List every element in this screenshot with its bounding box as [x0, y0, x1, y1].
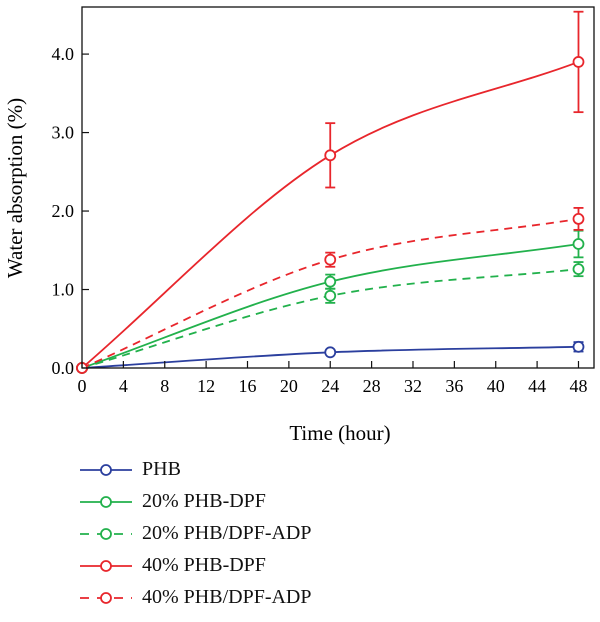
x-tick-label: 0: [78, 376, 87, 396]
y-tick-label: 4.0: [52, 44, 75, 64]
legend-swatch: [80, 464, 132, 476]
y-axis-label: Water absorption (%): [3, 98, 27, 278]
legend-marker: [100, 560, 112, 572]
legend-marker: [100, 464, 112, 476]
water-absorption-chart: 0 4 8 12 16 20 24 28 32 36 40 44 480.01.02.03.04.0 T…: [3, 6, 595, 445]
legend-item: PHB: [72, 456, 432, 488]
legend-swatch: [80, 496, 132, 508]
data-point: [572, 56, 585, 68]
data-point: [324, 275, 337, 288]
legend-swatch: [80, 592, 132, 604]
legend-marker: [100, 496, 112, 508]
data-point: [324, 346, 337, 359]
data-point: [324, 253, 337, 266]
series-3: [76, 10, 585, 374]
legend-marker: [100, 528, 112, 540]
legend-label: PHB: [142, 458, 181, 480]
x-tick-label: 32: [404, 376, 422, 396]
legend: PHB 20% PHB-DPF 20% PHB/DPF-ADP 40% PHB-DPF…: [72, 456, 432, 616]
data-point: [324, 289, 337, 302]
data-point: [572, 238, 585, 250]
plot-frame: [81, 6, 595, 369]
y-tick-label: 1.0: [52, 280, 75, 300]
legend-swatch: [80, 560, 132, 572]
data-point: [572, 340, 585, 353]
y-tick-label: 3.0: [52, 123, 75, 143]
legend-label: 20% PHB-DPF: [142, 490, 266, 512]
legend-item: 20% PHB-DPF: [72, 488, 432, 520]
legend-item: 40% PHB/DPF-ADP: [72, 584, 432, 616]
data-point: [572, 212, 585, 225]
x-tick-label: 44: [528, 376, 546, 396]
x-tick-label: 40: [487, 376, 505, 396]
x-tick-label: 36: [445, 376, 463, 396]
x-axis-label: Time (hour): [289, 421, 390, 445]
x-tick-label: 28: [363, 376, 381, 396]
x-tick-label: 48: [569, 376, 587, 396]
data-point: [572, 263, 585, 276]
legend-swatch: [80, 528, 132, 540]
legend-label: 40% PHB/DPF-ADP: [142, 586, 312, 608]
legend-item: 40% PHB-DPF: [72, 552, 432, 584]
series-0: [76, 340, 585, 374]
x-tick-label: 8: [160, 376, 169, 396]
series-layer: [76, 10, 585, 374]
legend-label: 40% PHB-DPF: [142, 554, 266, 576]
data-point: [324, 149, 337, 162]
x-tick-label: 12: [197, 376, 215, 396]
x-tick-label: 4: [119, 376, 128, 396]
x-tick-label: 24: [321, 376, 339, 396]
series-4: [76, 207, 585, 374]
legend-marker: [100, 592, 112, 604]
y-tick-label: 2.0: [52, 201, 75, 221]
y-tick-label: 0.0: [52, 358, 75, 378]
legend-item: 20% PHB/DPF-ADP: [72, 520, 432, 552]
legend-label: 20% PHB/DPF-ADP: [142, 522, 312, 544]
axes-layer: 0 4 8 12 16 20 24 28 32 36 40 44 480.01.02.03.04.0: [52, 44, 588, 396]
series-line: [81, 61, 579, 369]
x-tick-label: 20: [280, 376, 298, 396]
x-tick-label: 16: [238, 376, 256, 396]
